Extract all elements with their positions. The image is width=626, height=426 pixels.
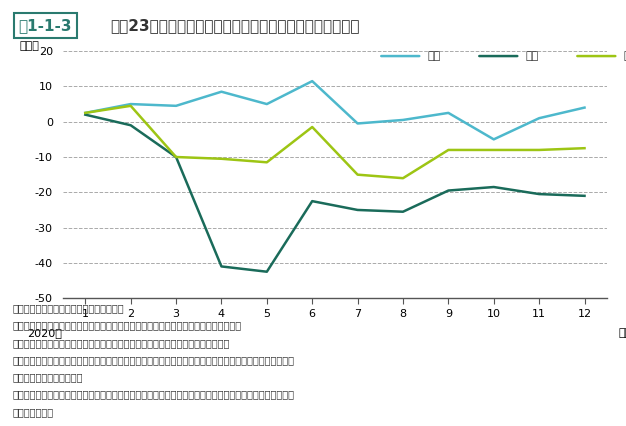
Text: 資料：東京二十三区清掃一部事務組合「新型コロナウイルス感染症によるごみ量への影響について」より環: 資料：東京二十三区清掃一部事務組合「新型コロナウイルス感染症によるごみ量への影響… <box>13 389 294 400</box>
Text: （月）: （月） <box>618 328 626 338</box>
Text: 「持込」とは、事業所等から排出された一般廃棄物（可燃ごみ）で、収集運搬業者又は事業者自ら持: 「持込」とは、事業所等から排出された一般廃棄物（可燃ごみ）で、収集運搬業者又は事… <box>13 355 294 365</box>
Text: 境省作成: 境省作成 <box>13 407 53 417</box>
Text: ３：「区収」とは、主に家庭から排出されたごみで、各区が収集したものです。: ３：「区収」とは、主に家庭から排出されたごみで、各区が収集したものです。 <box>13 338 230 348</box>
Text: 2020年: 2020年 <box>27 328 62 338</box>
Text: 図1-1-3: 図1-1-3 <box>19 18 72 33</box>
Text: 合計: 合計 <box>623 51 626 61</box>
Text: 注１：速報値／小数点以下２位を四捨五入: 注１：速報値／小数点以下２位を四捨五入 <box>13 303 124 313</box>
Text: ち込んだものです。: ち込んだものです。 <box>13 372 83 382</box>
Text: 東京23区の清掃工場へのごみ搬入量の推移（前年同月比）: 東京23区の清掃工場へのごみ搬入量の推移（前年同月比） <box>111 18 360 33</box>
Text: （％）: （％） <box>19 41 39 51</box>
Text: 区収: 区収 <box>428 51 441 61</box>
Text: 持込: 持込 <box>525 51 539 61</box>
Text: ２：数値は「可燃ごみ」のみの集計です。粗大ごみ、不燃ごみは含まれていません。: ２：数値は「可燃ごみ」のみの集計です。粗大ごみ、不燃ごみは含まれていません。 <box>13 321 242 331</box>
